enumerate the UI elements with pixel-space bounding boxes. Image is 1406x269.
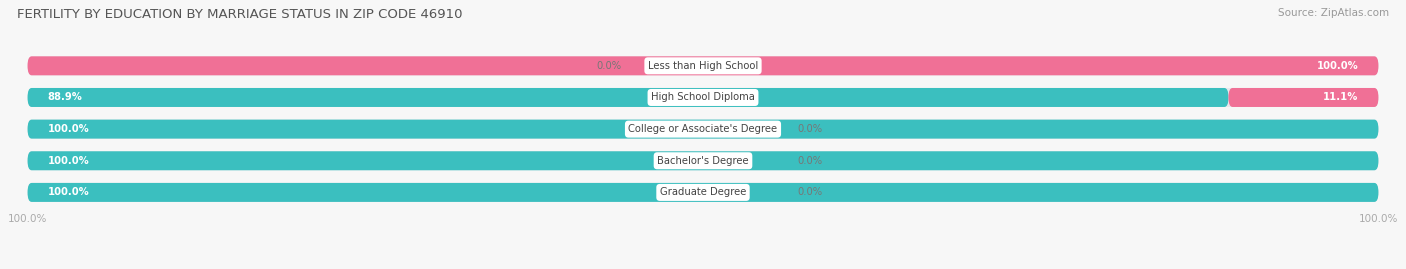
Text: Bachelor's Degree: Bachelor's Degree — [657, 156, 749, 166]
Text: 100.0%: 100.0% — [1316, 61, 1358, 71]
FancyBboxPatch shape — [28, 120, 1378, 139]
Text: 0.0%: 0.0% — [797, 124, 823, 134]
Text: 0.0%: 0.0% — [797, 156, 823, 166]
FancyBboxPatch shape — [28, 120, 1378, 139]
FancyBboxPatch shape — [28, 88, 1229, 107]
FancyBboxPatch shape — [28, 183, 1378, 202]
Text: High School Diploma: High School Diploma — [651, 93, 755, 102]
FancyBboxPatch shape — [28, 88, 1378, 107]
Text: 100.0%: 100.0% — [48, 124, 90, 134]
Text: 0.0%: 0.0% — [596, 61, 621, 71]
Text: Less than High School: Less than High School — [648, 61, 758, 71]
Text: 100.0%: 100.0% — [48, 156, 90, 166]
Text: College or Associate's Degree: College or Associate's Degree — [628, 124, 778, 134]
Text: 88.9%: 88.9% — [48, 93, 83, 102]
FancyBboxPatch shape — [28, 56, 1378, 75]
FancyBboxPatch shape — [28, 151, 1378, 170]
FancyBboxPatch shape — [28, 183, 1378, 202]
Text: FERTILITY BY EDUCATION BY MARRIAGE STATUS IN ZIP CODE 46910: FERTILITY BY EDUCATION BY MARRIAGE STATU… — [17, 8, 463, 21]
Text: 11.1%: 11.1% — [1323, 93, 1358, 102]
Text: 0.0%: 0.0% — [797, 187, 823, 197]
FancyBboxPatch shape — [28, 56, 1378, 75]
FancyBboxPatch shape — [28, 151, 1378, 170]
Text: Source: ZipAtlas.com: Source: ZipAtlas.com — [1278, 8, 1389, 18]
Text: Graduate Degree: Graduate Degree — [659, 187, 747, 197]
Text: 100.0%: 100.0% — [48, 187, 90, 197]
FancyBboxPatch shape — [1229, 88, 1378, 107]
